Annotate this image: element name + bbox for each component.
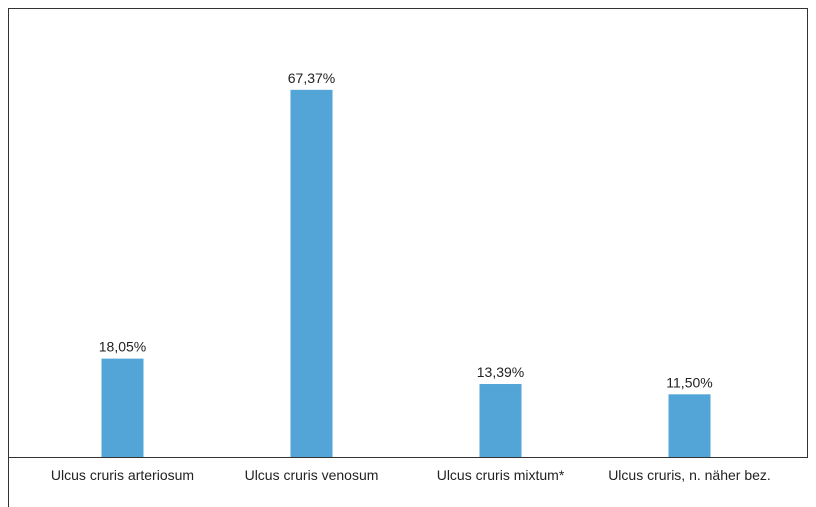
bar [668,394,711,457]
bar [101,358,144,457]
x-tick-label: Ulcus cruris mixtum* [436,467,565,483]
value-label: 13,39% [477,364,524,380]
bar [290,89,333,457]
x-tick-label: Ulcus cruris arteriosum [50,467,195,483]
value-label: 11,50% [666,374,712,390]
x-tick-label: Ulcus cruris venosum [244,467,379,483]
value-label: 67,37% [288,70,335,86]
value-label: 18,05% [99,339,146,355]
x-tick-label: Ulcus cruris, n. näher bez. [608,467,771,483]
bar [479,384,522,457]
